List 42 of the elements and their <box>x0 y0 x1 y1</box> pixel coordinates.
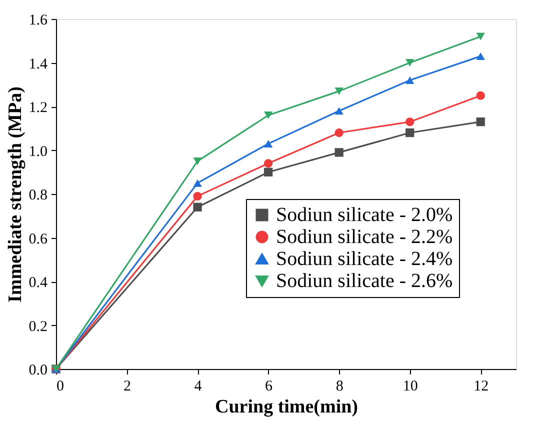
point <box>264 168 273 176</box>
y-tick-label: 1.6 <box>28 12 48 28</box>
point <box>476 32 485 40</box>
point <box>406 117 414 126</box>
point <box>334 128 344 138</box>
y-tick-label: 0.0 <box>28 362 48 378</box>
y-tick-label: 1.2 <box>28 100 48 116</box>
x-tick-label: 2 <box>124 378 132 394</box>
y-tick-label: 1.0 <box>28 144 48 160</box>
x-axis-title: Curing time(min) <box>214 396 358 418</box>
point <box>193 157 202 165</box>
point <box>264 159 273 168</box>
legend-label: Sodiun silicate - 2.6% <box>276 270 453 292</box>
legend-label: Sodiun silicate - 2.4% <box>276 248 453 270</box>
point <box>193 192 202 201</box>
point <box>406 59 414 66</box>
x-tick-label: 4 <box>194 378 202 394</box>
y-tick-label: 0.2 <box>28 318 48 335</box>
y-tick-label: 0.6 <box>28 231 48 248</box>
x-tick-label: 8 <box>336 378 344 394</box>
y-axis-title: Immediate strength (MPa) <box>4 86 26 302</box>
point <box>193 202 202 212</box>
y-tick-label: 0.8 <box>28 188 48 204</box>
point <box>193 179 202 187</box>
point <box>264 112 273 119</box>
point <box>334 87 344 95</box>
point <box>406 128 414 138</box>
x-tick-label: 6 <box>265 378 274 394</box>
legend-label: Sodiun silicate - 2.2% <box>276 226 453 248</box>
point <box>476 91 485 100</box>
point <box>476 117 485 126</box>
legend-label: Sodiun silicate - 2.0% <box>276 204 453 226</box>
point <box>476 52 485 60</box>
x-tick-label: 0 <box>56 378 64 394</box>
point <box>264 140 273 148</box>
point <box>334 148 344 157</box>
x-tick-label: 12 <box>474 378 489 394</box>
y-tick-label: 0.4 <box>28 275 48 291</box>
x-tick-label: 10 <box>402 378 418 394</box>
point <box>334 107 344 115</box>
point <box>406 76 414 84</box>
y-tick-label: 1.4 <box>28 56 48 72</box>
